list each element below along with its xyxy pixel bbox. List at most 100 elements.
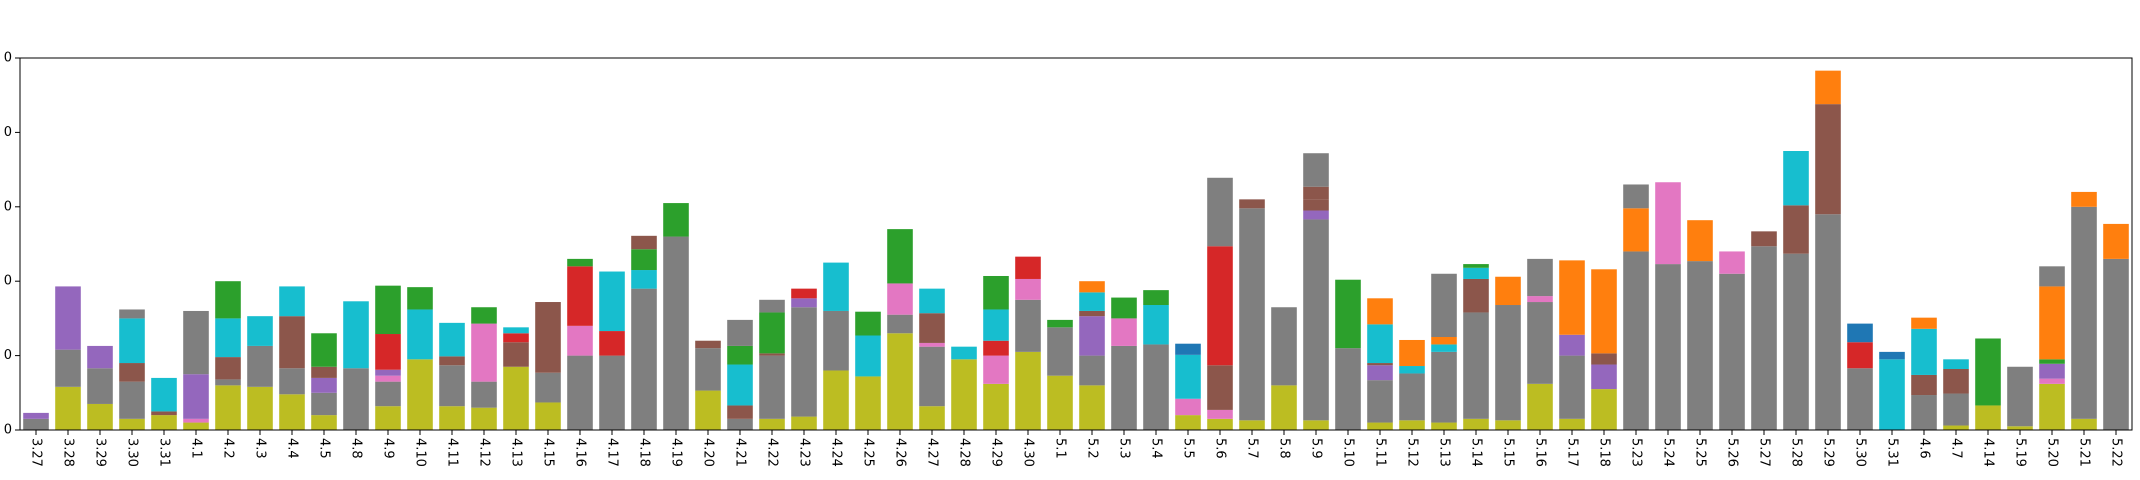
- x-tick-label: 4.21: [733, 438, 748, 467]
- bar-segment: [1047, 319, 1073, 328]
- bar-segment: [151, 415, 177, 430]
- bar-segment: [1719, 273, 1745, 430]
- bar-segment: [2071, 191, 2097, 207]
- bar-segment: [279, 286, 305, 317]
- bar-segment: [2007, 426, 2033, 430]
- bar-segment: [759, 299, 785, 313]
- bar-segment: [631, 249, 657, 271]
- bar-segment: [471, 407, 497, 430]
- bar-segment: [1303, 420, 1329, 430]
- bar-segment: [1751, 231, 1777, 247]
- bar-segment: [119, 418, 145, 430]
- bar-segment: [823, 262, 849, 311]
- bar-segment: [855, 335, 881, 377]
- bar-segment: [1111, 318, 1137, 346]
- bar-segment: [503, 333, 529, 343]
- bar-segment: [535, 302, 561, 373]
- bar-segment: [887, 229, 913, 284]
- bar-segment: [2103, 258, 2129, 430]
- x-tick-label: 5.27: [1757, 438, 1772, 467]
- bar-segment: [1751, 246, 1777, 430]
- x-tick-label: 5.9: [1309, 438, 1324, 459]
- bar-segment: [151, 411, 177, 416]
- x-tick-label: 5.18: [1597, 438, 1612, 467]
- x-tick-label: 5.25: [1693, 438, 1708, 467]
- bar-segment: [1463, 264, 1489, 268]
- bar-segment: [151, 377, 177, 412]
- y-axis-ticks: 0 0 0 0 0 0: [4, 51, 20, 438]
- bar-segment: [727, 405, 753, 419]
- bar-segment: [87, 368, 113, 404]
- bar-segment: [1271, 307, 1297, 386]
- bar-segment: [407, 287, 433, 310]
- bar-segment: [791, 307, 817, 417]
- bar-segment: [2007, 366, 2033, 427]
- bar-segment: [1687, 220, 1713, 262]
- bar-segment: [2039, 383, 2065, 430]
- bar-segment: [1687, 261, 1713, 430]
- bar-segment: [759, 353, 785, 356]
- bar-segment: [439, 322, 465, 357]
- bar-segment: [183, 422, 209, 430]
- x-tick-label: 3.31: [157, 438, 172, 467]
- x-tick-label: 5.5: [1181, 438, 1196, 459]
- x-tick-label: 5.31: [1885, 438, 1900, 467]
- bar-segment: [2071, 206, 2097, 419]
- bar-segment: [55, 286, 81, 350]
- bar-segment: [727, 364, 753, 406]
- bar-segment: [1463, 312, 1489, 419]
- x-tick-label: 3.30: [125, 438, 140, 467]
- bar-segment: [375, 285, 401, 335]
- bar-segment: [1239, 199, 1265, 209]
- bar-segment: [1239, 420, 1265, 430]
- bar-segment: [1783, 205, 1809, 254]
- x-tick-label: 5.22: [2109, 438, 2124, 467]
- bar-segment: [119, 363, 145, 382]
- bar-segment: [631, 235, 657, 250]
- bar-segment: [1943, 393, 1969, 426]
- bar-segment: [1975, 338, 2001, 406]
- bar-segment: [727, 418, 753, 430]
- y-tick-label: 0: [4, 423, 12, 438]
- bar-segment: [2103, 223, 2129, 259]
- x-tick-label: 4.2: [221, 438, 236, 459]
- bar-segment: [1207, 177, 1233, 247]
- bar-segment: [1207, 409, 1233, 419]
- bar-segment: [55, 386, 81, 430]
- bar-segment: [1143, 305, 1169, 345]
- x-tick-label: 5.30: [1853, 438, 1868, 467]
- x-tick-label: 4.23: [797, 438, 812, 467]
- x-tick-label: 5.15: [1501, 438, 1516, 467]
- bar-segment: [1335, 348, 1361, 430]
- x-tick-label: 5.4: [1149, 438, 1164, 459]
- bar-segment: [1303, 186, 1329, 200]
- bar-segment: [695, 390, 721, 430]
- x-tick-label: 5.1: [1053, 438, 1068, 459]
- x-tick-label: 4.27: [925, 438, 940, 467]
- bar-segment: [983, 340, 1009, 356]
- bar-segment: [1591, 269, 1617, 354]
- bar-segment: [663, 203, 689, 237]
- x-tick-label: 5.19: [2013, 438, 2028, 467]
- bar-segment: [311, 377, 337, 393]
- bar-segment: [1847, 323, 1873, 343]
- bar-segment: [87, 345, 113, 369]
- x-tick-label: 5.7: [1245, 438, 1260, 459]
- bar-segment: [1559, 334, 1585, 356]
- x-tick-label: 5.6: [1213, 438, 1228, 459]
- bar-segment: [1015, 278, 1041, 300]
- bar-segment: [1943, 359, 1969, 369]
- bar-segment: [1527, 296, 1553, 303]
- x-tick-label: 5.17: [1565, 438, 1580, 467]
- x-tick-label: 3.27: [29, 438, 44, 467]
- bar-segment: [1431, 422, 1457, 430]
- bar-segment: [1367, 380, 1393, 423]
- bar-segment: [279, 316, 305, 369]
- bar-segment: [1367, 422, 1393, 430]
- y-tick-label: 0: [4, 51, 12, 66]
- bar-segment: [759, 418, 785, 430]
- y-tick-label: 0: [4, 274, 12, 289]
- bar-segment: [23, 418, 49, 430]
- bar-segment: [23, 412, 49, 419]
- bar-segment: [1047, 375, 1073, 430]
